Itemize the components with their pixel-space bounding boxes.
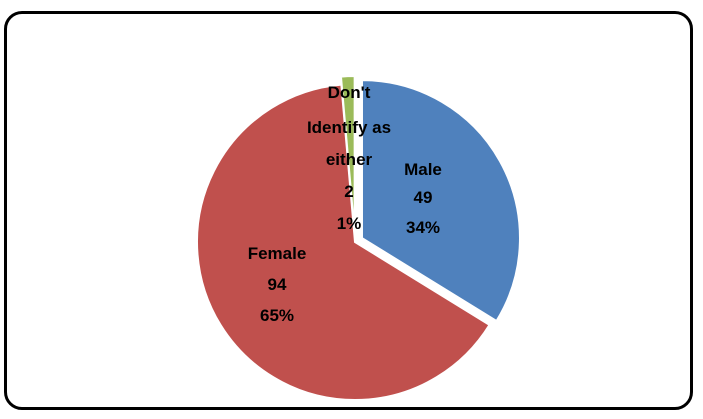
pie-slices xyxy=(196,75,521,401)
slice-label-female-percent: 65% xyxy=(260,306,294,325)
slice-label-male-count: 49 xyxy=(414,188,433,207)
pie-slice-female xyxy=(196,83,491,401)
slice-label-other-percent: 1% xyxy=(337,214,362,233)
slice-label-male-percent: 34% xyxy=(406,218,440,237)
slice-label-female-count: 94 xyxy=(268,275,287,294)
pie-slice-other xyxy=(339,75,356,235)
slice-label-female: Female 94 65% xyxy=(248,244,307,325)
slice-label-male-category: Male xyxy=(404,160,442,179)
slice-label-other-category-line-2: Identify as xyxy=(307,118,391,137)
pie-slice-male xyxy=(360,79,521,323)
slice-label-male: Male 49 34% xyxy=(404,160,442,237)
slice-label-other-count: 2 xyxy=(344,182,353,201)
slice-label-other-category-line-1: Don't xyxy=(328,83,371,102)
slice-label-female-category: Female xyxy=(248,244,307,263)
slice-label-other-category-line-3: either xyxy=(326,150,373,169)
slice-label-other: Don't Identify as either 2 1% xyxy=(307,83,391,233)
